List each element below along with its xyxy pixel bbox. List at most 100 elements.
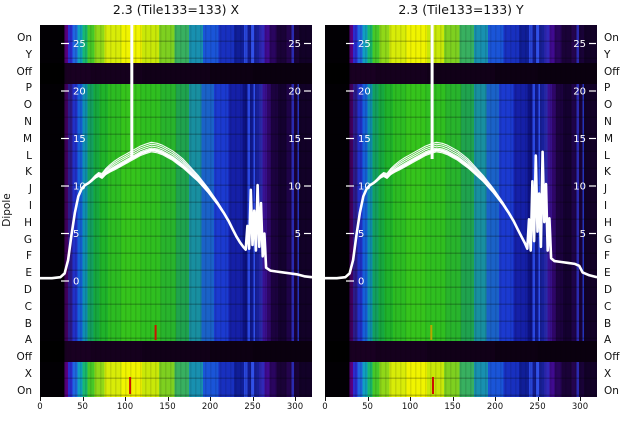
x-tick-mark — [252, 397, 254, 401]
dipole-label: C — [24, 300, 32, 313]
plot-overlay: 25 20 15 10 5 0 25 20 15 10 5 — [325, 25, 597, 394]
dipole-label: N — [24, 116, 32, 128]
dipole-label: A — [24, 334, 32, 347]
inner-ytick-label: 20 — [358, 87, 371, 98]
dipole-label: On — [17, 32, 32, 44]
spectrum-curve — [40, 147, 312, 279]
dipole-label: K — [25, 166, 32, 179]
inner-ytick-label: 0 — [73, 277, 79, 288]
dipole-label: Off — [604, 65, 620, 78]
dipole-label: K — [604, 166, 611, 179]
dipole-labels-right: On Y Off P O N M L K J I H G F E D C B A Off X On — [602, 25, 640, 397]
x-tick-mark — [537, 397, 539, 401]
spectrum-curve — [325, 145, 597, 279]
dipole-label: On — [604, 384, 619, 397]
x-axis: 0 50 100 150 200 250 300 0 50 100 150 200 250 300 — [0, 395, 640, 415]
flag-mark — [154, 325, 157, 340]
x-tick-mark — [82, 397, 84, 401]
inner-ytick-label: 25 — [358, 39, 371, 50]
dipole-label: F — [25, 250, 32, 263]
dipole-label: On — [604, 32, 619, 44]
x-tick-mark — [367, 397, 369, 401]
dipole-label: D — [604, 284, 613, 296]
inner-ytick-label: 5 — [73, 229, 79, 240]
x-tick-label: 150 — [159, 402, 176, 412]
dipole-label: J — [604, 183, 608, 196]
dipole-label: N — [604, 116, 612, 128]
x-tick-label: 250 — [244, 402, 261, 412]
dipole-label: X — [24, 368, 32, 380]
dipole-label: On — [17, 384, 32, 397]
dipole-label: H — [24, 216, 32, 229]
panel-y-title: 2.3 (Tile133=133) Y — [398, 2, 524, 17]
spectrum-curve — [325, 143, 597, 279]
x-tick-mark — [452, 397, 454, 401]
inner-ytick-label: 25 — [73, 39, 86, 50]
x-tick-label: 0 — [322, 402, 328, 412]
dipole-label: Off — [16, 351, 33, 364]
x-tick-label: 200 — [486, 402, 504, 412]
dipole-label: Y — [604, 48, 611, 61]
dipole-label: H — [604, 216, 612, 229]
inner-ytick-label: 20 — [573, 87, 586, 98]
inner-ytick-label: 10 — [288, 182, 301, 193]
panel-x-title: 2.3 (Tile133=133) X — [112, 2, 240, 17]
dipole-labels-left: On Y Off P O N M L K J I H G F E D C B A Off X On — [0, 25, 34, 397]
dipole-label: Off — [16, 65, 33, 78]
panel-y: 25 20 15 10 5 0 25 20 15 10 5 — [325, 25, 597, 397]
inner-ytick-label: 0 — [358, 277, 364, 288]
inner-ytick-label: 15 — [573, 134, 586, 145]
spectrum-curve — [40, 151, 312, 279]
x-tick-mark — [295, 397, 296, 401]
inner-ytick-label: 15 — [358, 134, 371, 145]
inner-ytick-label: 5 — [358, 229, 364, 240]
inner-ytick-label: 5 — [580, 229, 586, 240]
plot-overlay: 25 20 15 10 5 0 25 20 15 10 5 — [40, 25, 312, 394]
spectrum-curve — [325, 148, 597, 280]
dipole-label: F — [604, 250, 611, 263]
dipole-label: O — [23, 99, 32, 112]
flag-mark — [432, 377, 434, 394]
inner-ytick-label: 20 — [288, 87, 301, 98]
dipole-label: A — [604, 334, 612, 347]
inner-ytick-label: 10 — [573, 182, 586, 193]
inner-ytick-label: 5 — [295, 229, 301, 240]
x-tick-label: 250 — [529, 402, 546, 412]
x-tick-label: 0 — [37, 402, 43, 412]
x-tick-mark — [210, 397, 211, 401]
dipole-label: O — [604, 99, 613, 112]
x-tick-label: 100 — [116, 402, 134, 412]
flag-mark — [129, 377, 132, 394]
x-tick-label: 200 — [201, 402, 219, 412]
x-tick-mark — [40, 397, 41, 401]
dipole-label: B — [24, 317, 32, 330]
inner-ytick-label: 25 — [288, 39, 301, 50]
inner-ytick-label: 15 — [73, 134, 86, 145]
dipole-label: M — [604, 132, 614, 145]
dipole-label: M — [22, 132, 32, 145]
dipole-label: I — [28, 200, 32, 212]
x-tick-mark — [167, 397, 169, 401]
dipole-label: C — [604, 300, 612, 313]
inner-ytick-label: 15 — [288, 134, 301, 145]
x-tick-mark — [325, 397, 326, 401]
inner-ytick-label: 10 — [358, 182, 371, 193]
dipole-label: D — [23, 284, 32, 296]
spectrum-curve — [40, 148, 312, 280]
x-tick-mark — [410, 397, 411, 401]
vertical-line — [430, 25, 434, 159]
dipole-label: L — [604, 149, 610, 162]
dipole-label: E — [25, 267, 32, 280]
inner-ytick-label: 20 — [73, 87, 86, 98]
panel-x: 25 20 15 10 5 0 25 20 15 10 5 — [40, 25, 312, 397]
dipole-label: P — [604, 82, 611, 95]
x-tick-mark — [495, 397, 496, 401]
x-tick-label: 50 — [362, 402, 373, 412]
vertical-line — [130, 25, 134, 159]
flag-mark — [430, 325, 433, 340]
dipole-label: J — [28, 183, 32, 196]
dipole-label: G — [604, 233, 613, 246]
dipole-label: G — [23, 233, 32, 246]
dipole-label: X — [604, 368, 612, 380]
dipole-label: I — [604, 200, 608, 212]
